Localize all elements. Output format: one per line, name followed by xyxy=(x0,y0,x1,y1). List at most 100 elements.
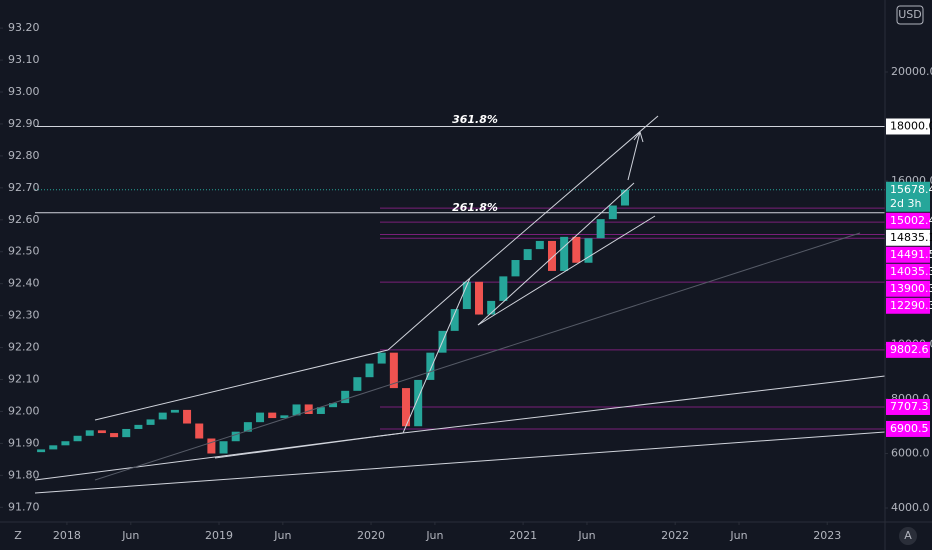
currency-box[interactable] xyxy=(896,5,924,25)
candle-body xyxy=(292,404,301,416)
y2-tick-label: 92.90 xyxy=(8,117,40,130)
price-tag xyxy=(886,398,930,415)
price-tag-label: 14035.3 xyxy=(890,265,932,278)
candle-body xyxy=(535,240,544,250)
price-tag xyxy=(886,118,930,135)
annotation: 261.8% xyxy=(452,201,498,214)
candle-body xyxy=(329,403,338,408)
candle-body xyxy=(304,404,313,414)
x-tick-label: 2023 xyxy=(813,529,841,542)
price-tag xyxy=(886,212,930,229)
candle-body xyxy=(110,433,119,438)
candle-body xyxy=(389,352,398,389)
candle-body xyxy=(450,309,459,331)
price-tag xyxy=(886,280,930,297)
trendlines xyxy=(34,115,886,494)
x-tick-label: Jun xyxy=(577,529,595,542)
candle-body xyxy=(572,236,581,263)
price-tag-label: 13900.3 xyxy=(890,282,932,295)
y2-tick-label: 92.80 xyxy=(8,149,40,162)
candle-body xyxy=(462,281,471,310)
candle-body xyxy=(475,281,484,315)
x-tick-label: Jun xyxy=(425,529,443,542)
y2-tick-label: 91.90 xyxy=(8,436,40,449)
price-tag-label: 14835.1 xyxy=(890,231,932,244)
candle-body xyxy=(487,300,496,315)
candle-body xyxy=(158,412,167,420)
y2-tick-label: 91.80 xyxy=(8,468,40,481)
candle-body xyxy=(402,388,411,427)
candle-body xyxy=(365,363,374,378)
candle-body xyxy=(85,430,94,436)
y2-tick-label: 92.70 xyxy=(8,181,40,194)
candle-body xyxy=(97,430,106,434)
candle-body xyxy=(414,379,423,427)
price-tag xyxy=(886,341,930,358)
price-tag xyxy=(886,246,930,263)
candle-body xyxy=(426,352,435,380)
price-tag xyxy=(886,420,930,437)
candle-body xyxy=(183,409,192,424)
candle-body xyxy=(37,449,46,453)
candle-body xyxy=(280,415,289,419)
candle-body xyxy=(243,422,252,432)
price-tag xyxy=(886,181,930,212)
x-tick-label: Jun xyxy=(729,529,747,542)
y2-tick-label: 93.00 xyxy=(8,85,40,98)
y-tick-label: 20000.0 xyxy=(891,65,932,78)
candle-body xyxy=(499,276,508,301)
candle-body xyxy=(49,445,58,450)
price-tag-label: 9802.6 xyxy=(890,343,929,356)
y2-tick-label: 91.70 xyxy=(8,500,40,513)
y2-tick-label: 92.10 xyxy=(8,373,40,386)
price-tag-label: 12290.3 xyxy=(890,299,932,312)
y2-tick-label: 92.00 xyxy=(8,404,40,417)
candle-body xyxy=(122,428,131,438)
y2-tick-label: 92.40 xyxy=(8,277,40,290)
candle-body xyxy=(547,240,556,271)
currency[interactable]: USD xyxy=(898,8,922,21)
candle-body xyxy=(523,249,532,261)
annotation: 361.8% xyxy=(452,113,498,126)
candle-body xyxy=(231,431,240,442)
price-tag-label: 18000.0 xyxy=(890,119,932,132)
candle-body xyxy=(195,423,204,439)
price-tag xyxy=(886,263,930,280)
countdown: 2d 3h xyxy=(890,197,921,210)
auto-button[interactable] xyxy=(899,527,917,545)
candle-body xyxy=(316,407,325,414)
x-tick-label: 2019 xyxy=(205,529,233,542)
y2-tick-label: 93.20 xyxy=(8,21,40,34)
y2-tick-label: 93.10 xyxy=(8,53,40,66)
price-tag xyxy=(886,297,930,314)
x-tick-label: Jun xyxy=(121,529,139,542)
price-tag-label: 14491.5 xyxy=(890,248,932,261)
candle-body xyxy=(560,236,569,271)
price-tag xyxy=(886,229,930,246)
x-tick-label: 2022 xyxy=(661,529,689,542)
candle-body xyxy=(268,412,277,419)
candle-body xyxy=(353,377,362,391)
candle-body xyxy=(584,238,593,263)
candle-body xyxy=(377,352,386,364)
price-tag-label: 15678.4 xyxy=(890,183,932,196)
y2-tick-label: 92.50 xyxy=(8,245,40,258)
candle-body xyxy=(146,419,155,425)
y2-tick-label: 92.20 xyxy=(8,341,40,354)
candle-body xyxy=(511,260,520,277)
candle-body xyxy=(341,390,350,404)
candle-body xyxy=(207,438,216,454)
y-tick-label: 6000.0 xyxy=(891,446,930,459)
corner-label[interactable]: Z xyxy=(14,529,22,542)
price-tag-label: 6900.5 xyxy=(890,422,929,435)
corner-label[interactable]: A xyxy=(904,529,912,542)
x-tick-label: 2021 xyxy=(509,529,537,542)
candle-body xyxy=(61,441,70,446)
candle-body xyxy=(608,205,617,220)
candle-body xyxy=(219,441,228,454)
candle-body xyxy=(620,189,629,206)
y-tick-label: 4000.0 xyxy=(891,501,930,514)
x-tick-label: Jun xyxy=(273,529,291,542)
